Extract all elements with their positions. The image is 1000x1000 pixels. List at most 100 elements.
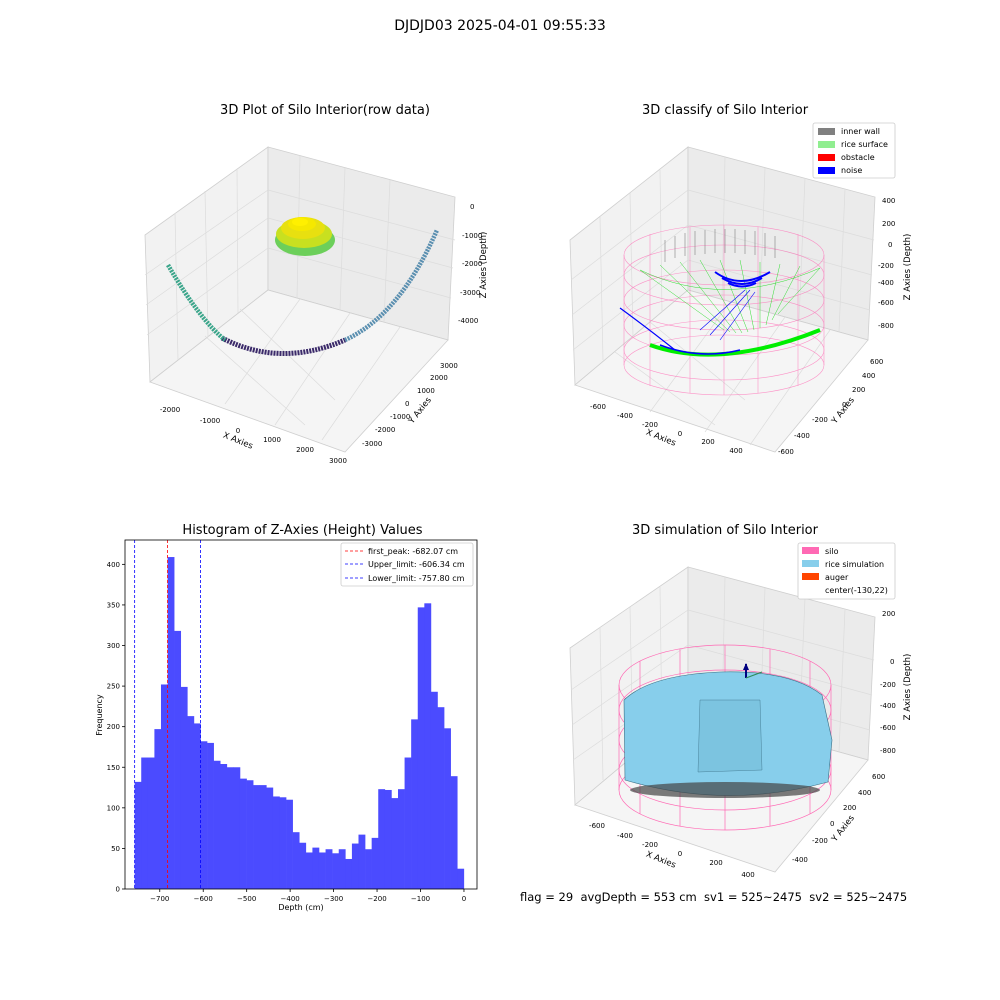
histogram-vlines: [134, 540, 201, 889]
panel1-title: 3D Plot of Silo Interior(row data): [220, 103, 430, 118]
p4-legend-3: center(-130,22): [825, 586, 888, 595]
histogram-xticks: −700 −600 −500 −400 −300 −200 −100 0: [150, 889, 466, 903]
histogram-bar: [272, 796, 280, 889]
histogram-bar: [279, 797, 287, 889]
p4-legend-0: silo: [825, 547, 839, 556]
p2-ytick-5: -400: [794, 432, 810, 440]
histogram-xtick-label: −100: [411, 895, 430, 903]
p2-legend-3: noise: [841, 166, 862, 175]
p2-ztick-3: -200: [878, 262, 894, 270]
p4-xtick-4: 200: [709, 859, 722, 867]
p2-zlabel: Z Axies (Depth): [903, 234, 913, 301]
histogram-bar: [450, 776, 458, 889]
histogram-ytick-label: 250: [107, 683, 120, 691]
histogram-bar: [378, 789, 386, 889]
histogram-yticks: 0 50 100 150 200 250 300 350 400: [107, 561, 125, 894]
panel4-3d-plot: silo rice simulation auger center(-130,2…: [569, 542, 913, 879]
p4-xtick-0: -600: [589, 822, 605, 830]
p4-xtick-3: 0: [678, 850, 682, 858]
p4-ztick-4: -600: [880, 724, 896, 732]
p2-ytick-2: 200: [852, 386, 865, 394]
p1-ytick-1: 2000: [430, 374, 448, 382]
histogram-legend-2: Lower_limit: -757.80 cm: [368, 574, 465, 583]
p1-xtick-1: -1000: [200, 417, 220, 425]
histogram-frame: [124, 539, 478, 890]
p2-legend-1: rice surface: [841, 140, 888, 149]
p1-ytick-3: 0: [405, 400, 409, 408]
p4-ytick-2: 200: [843, 804, 856, 812]
histogram-xlabel: Depth (cm): [278, 903, 323, 912]
histogram-bar: [160, 684, 168, 889]
panel4-title: 3D simulation of Silo Interior: [632, 523, 818, 538]
legend-swatch-obstacle: [818, 154, 835, 161]
histogram-bar: [398, 789, 405, 889]
histogram-bar: [187, 716, 195, 889]
histogram-bar: [292, 832, 300, 889]
histogram-bar: [180, 686, 188, 889]
histogram-bar: [239, 778, 247, 889]
p2-ztick-1: 200: [882, 220, 895, 228]
histogram-bar: [299, 842, 307, 889]
p1-xtick-2: 0: [236, 427, 240, 435]
histogram-bar: [220, 764, 228, 889]
panel2-3d-plot: inner wall rice surface obstacle noise -…: [569, 122, 913, 456]
histogram-bar: [325, 849, 333, 889]
p4-ztick-2: -200: [880, 681, 896, 689]
histogram-bar: [384, 789, 392, 889]
histogram-title: Histogram of Z-Axies (Height) Values: [182, 523, 423, 538]
histogram-bar: [167, 557, 175, 889]
histogram-bar: [174, 630, 182, 889]
panel2-rice-surface: [639, 259, 821, 357]
p4-ylabel: Y Axies: [829, 813, 857, 845]
p2-xtick-5: 400: [729, 447, 742, 455]
legend-swatch-rice-simulation: [802, 560, 819, 567]
histogram-bar: [134, 781, 142, 889]
p2-ztick-6: -800: [878, 322, 894, 330]
p4-xtick-5: 400: [741, 871, 754, 879]
histogram-legend-1: Upper_limit: -606.34 cm: [368, 560, 465, 569]
histogram-bar: [391, 798, 399, 889]
p1-ytick-6: -3000: [362, 440, 382, 448]
p4-xtick-1: -400: [617, 832, 633, 840]
histogram-xtick-label: −700: [150, 895, 169, 903]
histogram-bar: [358, 834, 366, 889]
p2-xtick-0: -600: [590, 403, 606, 411]
histogram-bars: [134, 557, 465, 889]
p2-legend-2: obstacle: [841, 153, 875, 162]
histogram-bar: [332, 853, 340, 889]
histogram-bar: [305, 852, 313, 889]
histogram-bar: [312, 847, 320, 889]
p1-xtick-4: 2000: [296, 446, 314, 454]
histogram-xtick-label: −200: [367, 895, 386, 903]
histogram-bar: [200, 741, 208, 889]
p1-ylabel: Y Axies: [406, 395, 434, 427]
p2-ytick-4: -200: [812, 416, 828, 424]
legend-swatch-rice-surface: [818, 141, 835, 148]
histogram-bar: [213, 760, 221, 889]
p4-ztick-5: -800: [880, 747, 896, 755]
histogram-bar: [286, 799, 293, 889]
histogram-bar: [141, 757, 149, 889]
histogram-xtick-label: −400: [281, 895, 300, 903]
p2-ylabel: Y Axies: [829, 395, 857, 427]
histogram-bar: [424, 603, 432, 889]
histogram-bar: [318, 852, 326, 889]
p4-ztick-1: 0: [890, 658, 894, 666]
p2-ztick-5: -600: [878, 299, 894, 307]
p1-zlabel: Z Axies (Depth): [479, 232, 489, 299]
panel2-title: 3D classify of Silo Interior: [641, 103, 809, 118]
histogram-bar: [226, 767, 234, 889]
histogram-ytick-label: 400: [107, 561, 120, 569]
p4-ytick-0: 600: [872, 773, 885, 781]
histogram-bar: [193, 723, 201, 889]
histogram-legend-0: first_peak: -682.07 cm: [368, 547, 458, 556]
histogram-xtick-label: −500: [237, 895, 256, 903]
p4-legend-2: auger: [825, 573, 849, 582]
p4-ytick-3: 0: [830, 820, 834, 828]
histogram-ytick-label: 100: [107, 804, 120, 812]
legend-swatch-noise: [818, 167, 835, 174]
histogram-bar: [437, 707, 445, 889]
p4-legend-1: rice simulation: [825, 560, 884, 569]
histogram-xtick-label: −300: [324, 895, 343, 903]
histogram-ytick-label: 0: [116, 886, 120, 894]
